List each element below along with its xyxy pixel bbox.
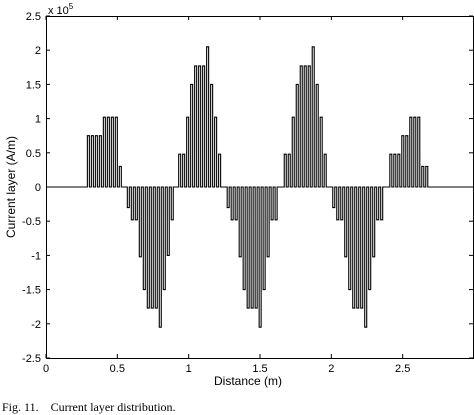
y-tick-label: 1 <box>35 114 41 126</box>
x-tick-label: 2 <box>328 363 334 375</box>
y-tick-label: 1.5 <box>26 79 41 91</box>
x-tick-label: 1.5 <box>252 363 267 375</box>
figure-caption: Fig. 11. Current layer distribution. <box>2 400 176 414</box>
y-tick-label: -1 <box>31 250 41 262</box>
y-tick-label: 0 <box>35 182 41 194</box>
y-axis-title: Current layer (A/m) <box>4 136 18 238</box>
x-axis-ticks: 0 0.5 1 1.5 2 2.5 <box>43 16 410 375</box>
x-axis-title: Distance (m) <box>214 374 282 388</box>
y-tick-label: 2.5 <box>26 11 41 23</box>
current-layer-series-line <box>46 46 473 328</box>
y-tick-label: -0.5 <box>22 216 41 228</box>
y-axis-multiplier-base: x 10 <box>48 5 69 17</box>
y-tick-label: 0.5 <box>26 148 41 160</box>
y-axis-multiplier: x 105 <box>48 2 74 17</box>
x-tick-label: 2.5 <box>395 363 410 375</box>
y-tick-label: -2 <box>31 319 41 331</box>
y-tick-label: 2 <box>35 45 41 57</box>
y-axis-multiplier-exponent: 5 <box>69 2 74 11</box>
x-tick-label: 1 <box>186 363 192 375</box>
y-axis-ticks: 2.5 2 1.5 1 0.5 0 -0.5 -1 -1.5 -2 -2.5 <box>22 11 473 365</box>
x-tick-label: 0.5 <box>110 363 125 375</box>
y-tick-label: -2.5 <box>22 353 41 365</box>
x-tick-label: 0 <box>43 363 49 375</box>
y-tick-label: -1.5 <box>22 285 41 297</box>
